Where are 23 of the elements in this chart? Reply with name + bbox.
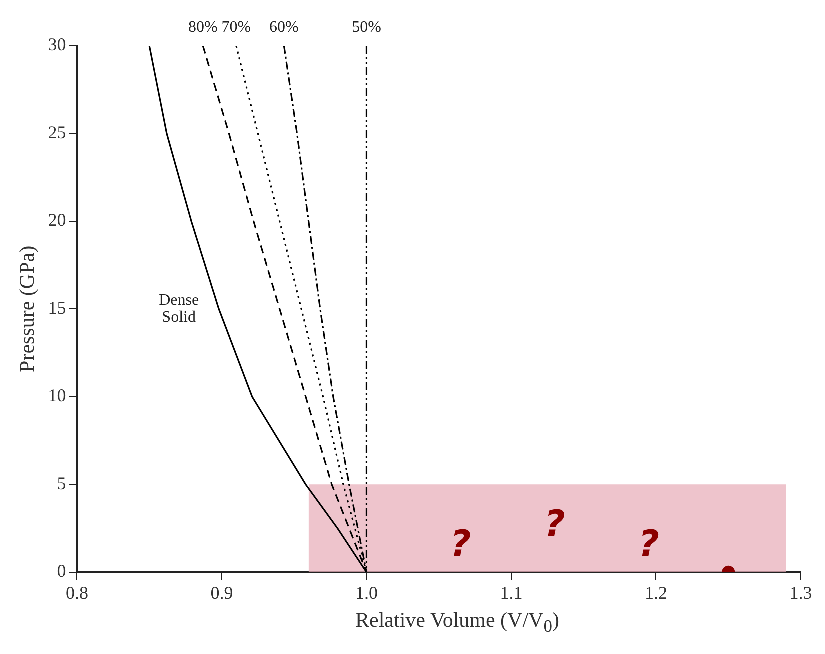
x-tick-label: 1.0 xyxy=(355,582,378,603)
series-label: 60% xyxy=(270,19,299,36)
x-tick-label: 1.3 xyxy=(790,582,812,603)
annotation: ? xyxy=(544,504,566,545)
series-label: 50% xyxy=(352,19,382,36)
y-tick-label: 20 xyxy=(48,210,66,230)
y-tick-label: 5 xyxy=(57,473,66,494)
x-tick-label: 0.8 xyxy=(66,582,88,603)
y-tick-label: 30 xyxy=(48,34,66,55)
x-tick-label: 0.9 xyxy=(210,582,234,603)
y-tick-label: 25 xyxy=(48,122,66,142)
annotation: ? xyxy=(450,524,472,565)
y-tick-label: 10 xyxy=(48,386,66,406)
x-tick-label: 1.2 xyxy=(644,582,668,603)
y-tick-label: 0 xyxy=(57,561,66,582)
series-label: 80% xyxy=(188,19,218,36)
x-axis-title: Relative Volume (V/V$_{0}$) xyxy=(354,608,560,638)
series-label: 70% xyxy=(222,19,252,36)
y-tick-label: 15 xyxy=(48,298,66,318)
series-label: Dense Solid xyxy=(159,292,200,326)
annotation: ? xyxy=(638,524,660,565)
x-tick-label: 1.1 xyxy=(500,582,523,603)
y-axis-title: Pressure (GPa) xyxy=(15,246,40,372)
